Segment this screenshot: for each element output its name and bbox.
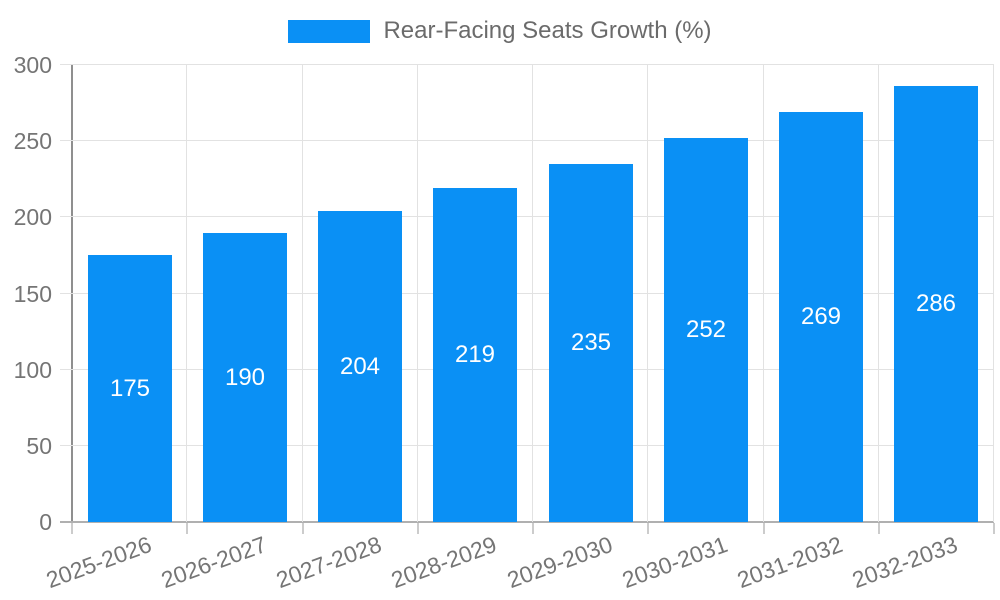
x-tick-label-2029-2030: 2029-2030 (503, 531, 616, 594)
h-gridline-200 (60, 216, 994, 218)
chart-legend[interactable]: Rear-Facing Seats Growth (%) (0, 17, 1000, 45)
bar-value-label: 252 (685, 316, 727, 343)
h-gridline-150 (60, 292, 994, 294)
bar-value-label: 269 (800, 303, 842, 330)
x-boundary-tick-4 (532, 523, 534, 534)
bar-2026-2027[interactable]: 190 (203, 233, 287, 522)
bar-2027-2028[interactable]: 204 (318, 211, 402, 522)
x-boundary-tick-6 (763, 523, 765, 534)
x-boundary-tick-5 (647, 523, 649, 534)
x-tick-label-2030-2031: 2030-2031 (618, 531, 731, 594)
x-boundary-tick-7 (878, 523, 880, 534)
h-gridline-300 (60, 64, 994, 65)
y-tick-label-300: 300 (13, 52, 52, 78)
bar-2031-2032[interactable]: 269 (779, 112, 863, 522)
v-gridline-4 (532, 65, 533, 522)
v-gridline-8 (993, 65, 994, 522)
y-tick-label-50: 50 (26, 433, 52, 459)
legend-label: Rear-Facing Seats Growth (%) (383, 17, 712, 44)
v-gridline-7 (878, 65, 879, 522)
x-axis-line (60, 521, 994, 523)
h-gridline-250 (60, 140, 994, 142)
x-boundary-tick-1 (186, 523, 188, 534)
bar-2025-2026[interactable]: 175 (88, 255, 172, 522)
bar-value-label: 286 (915, 290, 957, 317)
x-tick-label-2026-2027: 2026-2027 (157, 531, 270, 594)
y-tick-label-200: 200 (13, 204, 52, 230)
x-boundary-tick-3 (417, 523, 419, 534)
plot-area: 175 190 204 219 235 252 269 286 (60, 64, 994, 522)
bar-value-label: 235 (570, 329, 612, 356)
x-tick-label-2032-2033: 2032-2033 (848, 531, 961, 594)
bar-2032-2033[interactable]: 286 (894, 86, 978, 522)
v-gridline-1 (186, 65, 187, 522)
v-gridline-2 (302, 65, 303, 522)
h-gridline-50 (60, 444, 994, 446)
y-tick-label-0: 0 (39, 509, 52, 535)
y-tick-label-150: 150 (13, 281, 52, 307)
h-gridline-100 (60, 368, 994, 370)
bar-2028-2029[interactable]: 219 (433, 188, 517, 522)
v-gridline-6 (763, 65, 764, 522)
v-gridline-5 (647, 65, 648, 522)
x-tick-label-2027-2028: 2027-2028 (272, 531, 385, 594)
v-gridline-3 (417, 65, 418, 522)
y-axis-line (71, 64, 73, 534)
bar-2030-2031[interactable]: 252 (664, 138, 748, 522)
y-tick-label-100: 100 (13, 357, 52, 383)
x-tick-label-2031-2032: 2031-2032 (733, 531, 846, 594)
bar-value-label: 175 (109, 374, 151, 402)
x-boundary-tick-0 (71, 523, 73, 534)
x-boundary-tick-2 (302, 523, 304, 534)
bar-value-label: 219 (454, 341, 496, 368)
y-tick-label-250: 250 (13, 128, 52, 154)
bar-2029-2030[interactable]: 235 (549, 164, 633, 522)
x-boundary-tick-8 (993, 523, 995, 534)
x-tick-label-2028-2029: 2028-2029 (387, 531, 500, 594)
legend-swatch-icon (288, 19, 371, 43)
bar-value-label: 190 (224, 363, 266, 391)
bar-value-label: 204 (339, 352, 381, 380)
x-tick-label-2025-2026: 2025-2026 (42, 531, 155, 594)
